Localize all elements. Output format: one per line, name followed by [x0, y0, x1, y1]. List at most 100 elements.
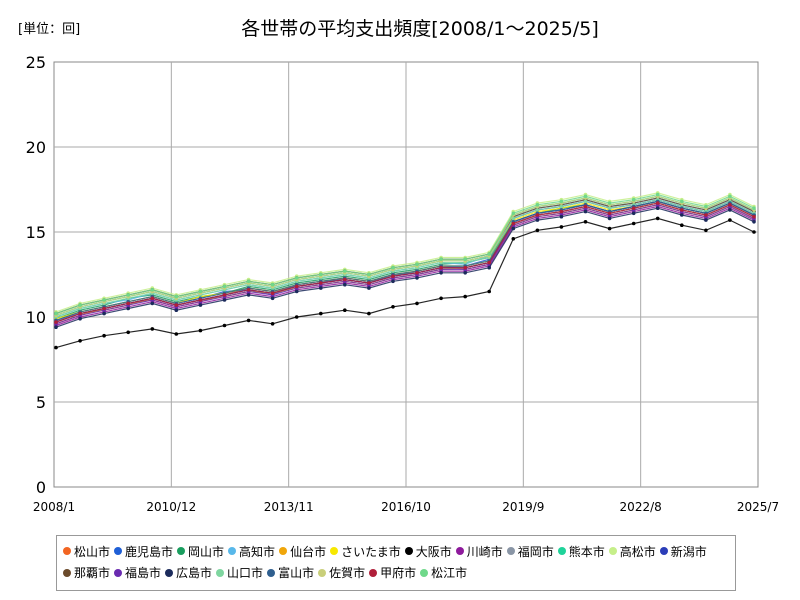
legend: 松山市 鹿児島市 岡山市 高知市 仙台市 さいたま市 大阪市 川崎市 福岡市 熊本市 高松市 新潟市那… — [56, 535, 736, 591]
legend-marker-icon — [404, 547, 413, 555]
data-point — [102, 333, 106, 338]
data-point — [222, 298, 227, 302]
y-tick-label: 15 — [26, 223, 46, 242]
data-point — [343, 269, 347, 273]
data-point — [704, 213, 708, 217]
data-point — [367, 281, 371, 285]
data-point — [415, 271, 419, 275]
legend-entry: 新潟市 — [659, 543, 707, 560]
legend-label: 富山市 — [278, 566, 315, 580]
legend-entry: 高知市 — [228, 543, 275, 560]
data-point — [631, 221, 636, 226]
data-point — [511, 211, 516, 216]
legend-entry: 福島市 — [114, 564, 161, 581]
data-point — [487, 260, 492, 265]
legend-marker-icon — [318, 568, 327, 577]
data-point — [246, 318, 251, 323]
series-line — [55, 199, 755, 318]
series-lines — [54, 191, 756, 350]
data-point — [294, 289, 299, 294]
grid-lines — [54, 62, 758, 487]
legend-label: 山口市 — [227, 566, 264, 580]
data-point — [54, 325, 58, 330]
series-line — [55, 193, 755, 315]
data-point — [535, 213, 540, 217]
data-point — [294, 276, 299, 280]
legend-entry: さいたま市 — [330, 543, 401, 560]
legend-label: 岡山市 — [188, 544, 225, 559]
data-point — [391, 305, 395, 309]
data-point — [367, 272, 371, 277]
legend-marker-icon — [114, 568, 123, 577]
legend-entry: 大阪市 — [404, 543, 452, 560]
data-point — [631, 206, 636, 210]
data-point — [198, 303, 203, 307]
data-point — [680, 223, 684, 227]
legend-marker-icon — [369, 568, 378, 577]
legend-marker-icon — [114, 547, 123, 555]
x-tick-label: 2025/7 — [737, 500, 779, 514]
legend-marker-icon — [165, 568, 174, 577]
legend-label: 那覇市 — [74, 566, 111, 580]
data-point — [704, 218, 708, 222]
series-line — [55, 207, 755, 328]
data-point — [222, 293, 227, 297]
legend-label: 広島市 — [176, 566, 213, 580]
legend-marker-icon — [228, 547, 237, 555]
data-point — [343, 308, 347, 313]
data-point — [463, 271, 468, 275]
data-point — [535, 203, 540, 207]
data-point — [559, 225, 564, 229]
legend-label: 熊本市 — [568, 544, 605, 559]
data-point — [680, 199, 684, 204]
legend-entry: 鹿児島市 — [114, 543, 173, 560]
data-point — [752, 214, 756, 219]
legend-entry: 松山市 — [63, 543, 110, 560]
data-point — [319, 272, 323, 277]
data-point — [655, 201, 660, 205]
data-point — [439, 265, 443, 270]
data-point — [150, 327, 155, 331]
data-point — [126, 293, 130, 297]
data-point — [752, 206, 756, 210]
x-tick-label: 2008/1 — [33, 500, 75, 514]
data-point — [680, 208, 684, 212]
y-tick-label: 25 — [26, 53, 46, 72]
data-point — [463, 294, 468, 299]
data-point — [631, 211, 636, 216]
data-point — [607, 226, 612, 231]
data-point — [752, 230, 756, 234]
legend-entry: 仙台市 — [279, 543, 326, 560]
legend-marker-icon — [557, 547, 566, 555]
data-point — [583, 194, 588, 199]
data-point — [367, 286, 371, 290]
data-point — [246, 288, 251, 292]
legend-entry: 佐賀市 — [318, 564, 365, 581]
legend-label: 松山市 — [74, 544, 111, 559]
data-point — [126, 306, 130, 311]
series-line — [55, 217, 755, 349]
data-point — [78, 311, 82, 316]
data-point — [439, 296, 443, 301]
data-point — [511, 237, 516, 241]
data-point — [439, 257, 443, 262]
legend-entry: 広島市 — [165, 564, 212, 581]
data-point — [246, 293, 251, 297]
legend-label: 新潟市 — [670, 544, 707, 559]
data-point — [535, 228, 540, 233]
data-point — [319, 311, 323, 316]
data-point — [102, 311, 106, 316]
data-point — [174, 294, 179, 299]
series-line — [55, 202, 755, 323]
series-line — [55, 204, 755, 325]
legend-marker-icon — [279, 547, 288, 555]
x-tick-label: 2019/9 — [502, 500, 544, 514]
legend-entry: 熊本市 — [557, 543, 605, 560]
legend-label: 佐賀市 — [329, 566, 366, 580]
chart-title: 各世帯の平均支出頻度[2008/1～2025/5] — [241, 18, 599, 40]
data-point — [294, 315, 299, 319]
data-point — [246, 279, 251, 284]
data-point — [583, 220, 588, 224]
data-point — [343, 277, 347, 282]
